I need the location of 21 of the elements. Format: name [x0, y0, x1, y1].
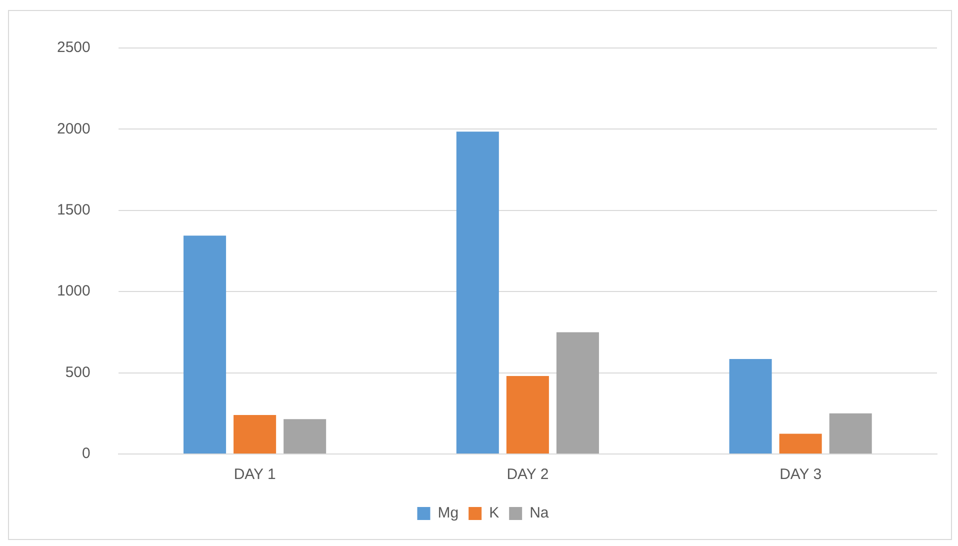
y-tick-label: 2500	[56, 39, 90, 56]
bar	[556, 332, 599, 454]
y-tick-label: 1000	[56, 282, 90, 300]
y-tick-label: 2000	[56, 120, 90, 138]
bar	[184, 236, 226, 454]
legend-label: Mg	[438, 504, 459, 522]
y-tick-label: 1500	[56, 202, 90, 219]
y-tick-label: 0	[82, 445, 90, 462]
bar	[284, 419, 326, 454]
y-tick-label: 500	[65, 364, 90, 381]
bar	[234, 415, 276, 454]
x-tick-label: DAY 2	[506, 466, 549, 484]
x-tick-label: DAY 1	[234, 466, 276, 484]
bar	[829, 413, 872, 454]
legend-label: Na	[530, 504, 550, 522]
legend-label: K	[489, 504, 500, 522]
bar	[729, 358, 772, 454]
bar	[506, 376, 549, 454]
x-tick-label: DAY 3	[780, 466, 822, 484]
bar	[456, 132, 499, 454]
bar	[779, 434, 822, 454]
